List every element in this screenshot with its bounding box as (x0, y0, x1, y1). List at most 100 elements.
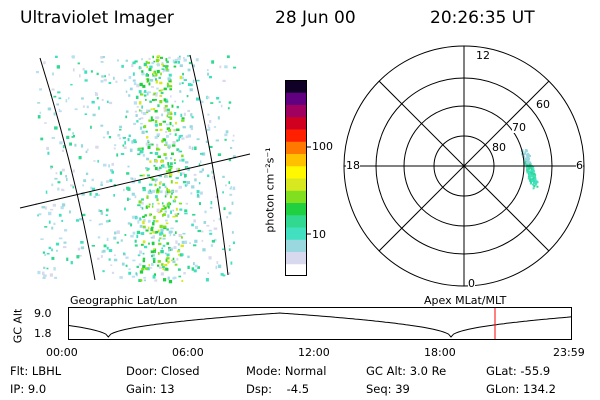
image-pixel (154, 251, 156, 253)
image-pixel (175, 207, 178, 211)
image-pixel (148, 203, 151, 206)
image-pixel (152, 231, 155, 234)
image-pixel (154, 180, 157, 183)
image-pixel (126, 186, 130, 190)
image-pixel (97, 257, 100, 260)
image-pixel (138, 109, 141, 112)
image-pixel (47, 151, 50, 155)
image-pixel (181, 82, 184, 85)
image-pixel (53, 267, 56, 271)
image-pixel (150, 227, 154, 232)
image-pixel (138, 180, 141, 184)
polar-pixel (532, 170, 535, 173)
image-pixel (147, 219, 151, 223)
image-pixel (181, 154, 184, 158)
image-pixel (138, 65, 141, 70)
info-seq: Seq: 39 (366, 382, 410, 396)
image-pixel (138, 200, 142, 204)
image-pixel (139, 152, 142, 154)
image-pixel (168, 279, 173, 284)
image-pixel (169, 116, 173, 120)
altitude-x-tick-4: 23:59 (553, 346, 585, 359)
polar-pixel (525, 150, 528, 153)
polar-pixel (524, 149, 527, 151)
image-pixel (181, 137, 185, 140)
polar-pixel (528, 165, 531, 168)
image-pixel (168, 129, 172, 132)
image-pixel (162, 183, 166, 186)
image-pixel (138, 90, 142, 94)
polar-pixel (532, 183, 534, 186)
image-pixel (57, 91, 61, 94)
image-pixel (153, 273, 156, 276)
image-pixel (149, 79, 154, 82)
image-pixel (178, 234, 182, 237)
image-pixel (153, 70, 156, 74)
image-pixel (195, 58, 199, 62)
image-pixel (196, 138, 200, 141)
image-pixel (155, 189, 158, 192)
image-pixel (178, 137, 180, 141)
image-pixel (50, 167, 53, 170)
image-pixel (130, 177, 133, 180)
image-pixel (151, 255, 154, 258)
image-pixel (143, 277, 146, 279)
image-pixel (127, 198, 131, 200)
image-pixel (156, 92, 158, 94)
image-pixel (220, 104, 223, 108)
polar-pixel (526, 158, 529, 161)
image-pixel (140, 279, 143, 282)
image-pixel (192, 213, 196, 216)
polar-pixel (526, 154, 529, 157)
altitude-x-tick-0: 00:00 (46, 346, 78, 359)
image-pixel (198, 182, 201, 185)
image-pixel (102, 136, 106, 139)
image-pixel (134, 244, 138, 247)
image-pixel (176, 105, 179, 109)
image-pixel (187, 265, 190, 269)
colorbar-cell (285, 178, 307, 191)
image-pixel (150, 236, 154, 239)
image-pixel (154, 123, 158, 127)
image-pixel (116, 230, 120, 234)
image-pixel (61, 168, 65, 172)
image-pixel (61, 219, 64, 222)
image-pixel (134, 110, 138, 113)
image-pixel (53, 222, 56, 225)
polar-pixel (536, 185, 539, 188)
image-pixel (191, 146, 194, 151)
image-pixel (189, 83, 193, 87)
image-pixel (170, 95, 172, 98)
image-pixel (132, 79, 136, 82)
image-pixel (54, 276, 58, 279)
image-pixel (213, 219, 215, 222)
image-pixel (160, 231, 163, 235)
image-pixel (162, 70, 165, 73)
image-pixel (155, 159, 158, 163)
image-pixel (106, 246, 109, 250)
image-pixel (101, 75, 104, 78)
image-pixel (223, 207, 226, 211)
image-pixel (166, 114, 169, 118)
polar-pixel (523, 152, 526, 155)
image-pixel (211, 239, 215, 243)
image-pixel (154, 109, 158, 113)
image-pixel (228, 101, 232, 104)
image-pixel (172, 141, 176, 144)
image-pixel (207, 272, 209, 274)
image-pixel (93, 160, 96, 162)
image-pixel (58, 213, 62, 217)
image-pixel (123, 137, 125, 140)
image-pixel (94, 92, 98, 96)
image-pixel (79, 74, 81, 78)
image-pixel (109, 101, 113, 105)
image-pixel (108, 249, 113, 253)
image-pixel (82, 213, 86, 217)
geo-grid-line-lat (19, 153, 251, 209)
image-pixel (146, 65, 148, 69)
polar-pixel (524, 150, 527, 153)
polar-label-70: 70 (512, 121, 526, 134)
image-pixel (37, 270, 41, 275)
image-pixel (162, 244, 166, 247)
image-pixel (174, 196, 178, 199)
